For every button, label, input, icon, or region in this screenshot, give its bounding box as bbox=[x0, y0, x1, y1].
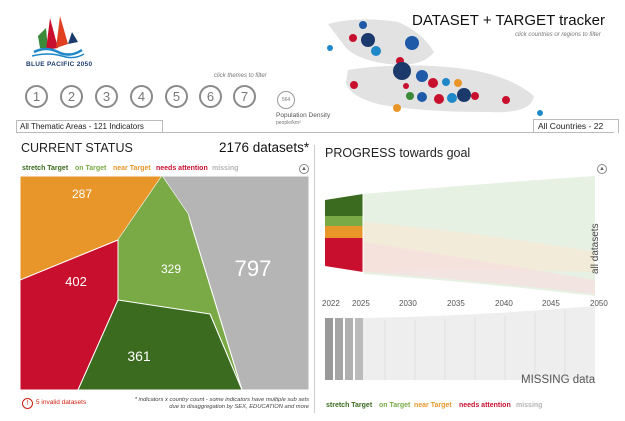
invalid-warning-icon: ! bbox=[22, 398, 33, 409]
value-needs-attention: 402 bbox=[65, 274, 87, 289]
value-near-target: 287 bbox=[72, 187, 92, 201]
bottom-legend-near-target[interactable]: near Target bbox=[414, 402, 452, 409]
cell-on-target-fill bbox=[118, 176, 210, 314]
theme-button-3[interactable]: 3 bbox=[95, 85, 118, 108]
tab-thematic-areas[interactable]: All Thematic Areas - 121 Indicators bbox=[16, 120, 163, 133]
value-missing: 797 bbox=[235, 256, 272, 281]
missing-bars bbox=[325, 306, 595, 380]
bottom-legend-stretch-target[interactable]: stretch Target bbox=[326, 402, 373, 409]
country-flag-icons[interactable] bbox=[327, 21, 543, 116]
header-divider bbox=[16, 132, 614, 133]
theme-button-5[interactable]: 5 bbox=[165, 85, 188, 108]
collapse-progress-icon[interactable]: ▲ bbox=[597, 164, 607, 174]
page-title: DATASET + TARGET tracker bbox=[412, 12, 605, 29]
blue-pacific-logo bbox=[31, 16, 85, 59]
bottom-legend-needs-attention[interactable]: needs attention bbox=[459, 402, 511, 409]
year-2030: 2030 bbox=[399, 299, 417, 308]
footnote: * indicators x country count - some indi… bbox=[134, 397, 309, 410]
current-status-title: CURRENT STATUS bbox=[21, 141, 133, 155]
population-density-unit: people/km² bbox=[276, 120, 301, 126]
population-density-icon[interactable]: 564 bbox=[277, 91, 295, 109]
value-stretch-target: 361 bbox=[127, 348, 151, 364]
year-2045: 2045 bbox=[542, 299, 560, 308]
value-on-target: 329 bbox=[161, 262, 181, 276]
tab-countries[interactable]: All Countries - 22 bbox=[533, 119, 619, 133]
on-band bbox=[325, 216, 363, 226]
population-density-label: Population Density bbox=[276, 112, 331, 119]
bottom-legend-on-target[interactable]: on Target bbox=[379, 402, 411, 409]
year-2050: 2050 bbox=[590, 299, 608, 308]
theme-button-1[interactable]: 1 bbox=[25, 85, 48, 108]
theme-button-6[interactable]: 6 bbox=[199, 85, 222, 108]
all-datasets-label: all datasets bbox=[590, 223, 601, 274]
year-2035: 2035 bbox=[447, 299, 465, 308]
legend-stretch-target[interactable]: stretch Target bbox=[22, 165, 69, 172]
legend-needs-attention[interactable]: needs attention bbox=[156, 165, 208, 172]
progress-chart bbox=[325, 176, 595, 380]
pacific-map[interactable] bbox=[318, 12, 550, 120]
near-band bbox=[325, 226, 363, 238]
cell-stretch-target bbox=[77, 299, 243, 390]
invalid-datasets[interactable]: 5 invalid datasets bbox=[36, 399, 87, 406]
theme-button-4[interactable]: 4 bbox=[130, 85, 153, 108]
panel-divider bbox=[314, 145, 315, 413]
legend-missing[interactable]: missing bbox=[212, 165, 239, 172]
map-hint: click countries or regions to filter bbox=[515, 32, 601, 38]
legend-on-target[interactable]: on Target bbox=[75, 165, 107, 172]
collapse-status-icon[interactable]: ▲ bbox=[299, 164, 309, 174]
dataset-total: 2176 datasets* bbox=[219, 140, 310, 155]
bottom-legend-missing[interactable]: missing bbox=[516, 402, 543, 409]
missing-data-label: MISSING data bbox=[521, 374, 596, 386]
legend-near-target[interactable]: near Target bbox=[113, 165, 151, 172]
theme-button-7[interactable]: 7 bbox=[233, 85, 256, 108]
stretch-band bbox=[325, 194, 363, 216]
status-voronoi-chart: 287 402 329 361 797 bbox=[20, 176, 309, 390]
year-2025: 2025 bbox=[352, 299, 370, 308]
themes-hint: click themes to filter bbox=[214, 73, 267, 79]
logo-text: BLUE PACIFIC 2050 bbox=[26, 61, 93, 68]
progress-title: PROGRESS towards goal bbox=[325, 146, 471, 160]
year-2040: 2040 bbox=[495, 299, 513, 308]
needs-band bbox=[325, 238, 363, 272]
theme-button-2[interactable]: 2 bbox=[60, 85, 83, 108]
year-2022: 2022 bbox=[322, 299, 340, 308]
